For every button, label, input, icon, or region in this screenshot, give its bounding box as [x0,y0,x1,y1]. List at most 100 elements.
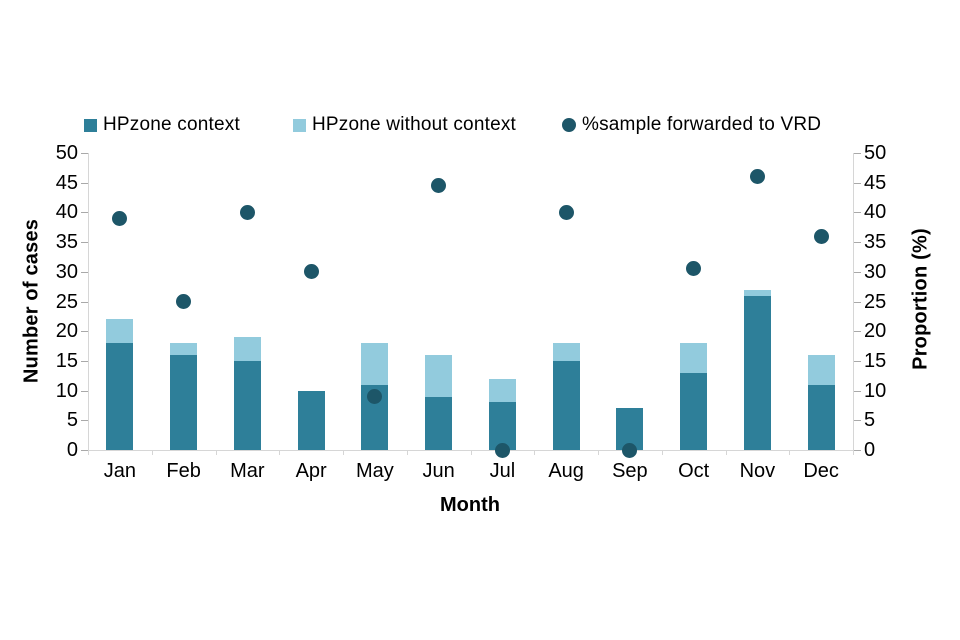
y-tick-mark-right [854,360,861,362]
legend-item: %sample forwarded to VRD [562,112,821,138]
y-tick-mark-left [81,420,88,422]
x-tick-mark [661,451,663,455]
x-axis-title: Month [440,494,500,516]
x-tick-label: Oct [678,460,710,482]
bar-segment-hpzone-without-context [743,289,771,296]
legend-label: %sample forwarded to VRD [582,114,822,135]
plot-area [88,153,853,458]
x-tick-label: May [355,460,394,482]
y-tick-mark-right [854,153,861,154]
right-axis-line [853,153,854,453]
legend-marker-circle [562,118,576,132]
bar-segment-hpzone-without-context [170,343,198,355]
scatter-dot-sample-forwarded [303,264,319,280]
x-tick-label: Feb [166,460,201,482]
bar-segment-hpzone-without-context [488,378,516,403]
bar-segment-hpzone-context [743,295,771,450]
y-tick-mark-right [854,450,861,451]
x-tick-label: Jan [103,460,136,482]
legend-item: HPzone without context [293,112,516,138]
bar-segment-hpzone-without-context [361,343,389,385]
y-tick-mark-left [81,182,88,184]
y-tick-label-left: 25 [55,290,78,313]
y-tick-mark-left [81,450,88,451]
y-tick-label-left: 15 [55,349,78,372]
bar-segment-hpzone-context [106,343,134,450]
x-tick-mark [789,451,791,455]
x-tick-label: Apr [295,460,327,482]
y-tick-mark-left [81,242,88,244]
x-tick-label: Dec [803,460,839,482]
bar-segment-hpzone-context [807,384,835,450]
x-axis-line [88,450,854,451]
y-tick-label-left: 50 [55,142,78,164]
scatter-dot-sample-forwarded [749,169,765,185]
x-tick-mark [470,451,472,455]
y-tick-label-left: 5 [66,409,78,432]
legend-item: HPzone context [84,112,240,138]
scatter-dot-sample-forwarded [176,294,192,309]
y-tick-label-left: 20 [55,320,78,343]
y-tick-mark-right [854,301,861,303]
scatter-dot-sample-forwarded [367,389,383,405]
legend-label: HPzone without context [312,114,517,135]
bar-segment-hpzone-context [425,396,453,450]
x-tick-label: Nov [739,460,776,482]
bar-segment-hpzone-without-context [807,354,835,385]
bar-segment-hpzone-context [170,354,198,450]
y-tick-mark-right [854,331,861,333]
y-tick-mark-right [854,212,861,214]
y-tick-mark-left [81,301,88,303]
bar-segment-hpzone-without-context [552,343,580,361]
y-tick-mark-right [854,242,861,244]
y-tick-label-right: 50 [864,142,887,164]
scatter-dot-sample-forwarded [494,442,510,458]
x-tick-label: Jun [422,460,455,482]
bar-segment-hpzone-without-context [106,319,134,344]
scatter-dot-sample-forwarded [686,261,702,277]
y-tick-label-right: 40 [864,201,887,224]
scatter-dot-sample-forwarded [813,228,829,244]
y-tick-label-left: 10 [55,379,78,402]
x-tick-label: Jul [489,460,516,482]
y-tick-mark-right [854,420,861,422]
x-tick-mark [151,451,153,455]
y-tick-label-right: 35 [864,231,887,254]
legend-marker-square [84,118,97,132]
y-tick-label-left: 40 [55,201,78,224]
y-tick-label-right: 15 [864,349,887,372]
scatter-dot-sample-forwarded [622,442,638,458]
y-tick-mark-left [81,360,88,362]
scatter-dot-sample-forwarded [112,210,128,226]
bar-segment-hpzone-context [297,390,325,450]
y-tick-label-right: 5 [864,409,876,432]
x-tick-mark [215,451,217,455]
x-tick-mark [534,451,536,455]
y-tick-label-right: 45 [864,171,887,194]
legend-marker-square [293,118,306,132]
y-tick-label-left: 0 [66,439,78,461]
x-tick-mark [598,451,599,455]
scatter-dot-sample-forwarded [558,204,574,220]
y-tick-label-right: 20 [864,320,887,343]
scatter-dot-sample-forwarded [239,204,255,220]
y-tick-label-right: 25 [864,290,887,313]
y-tick-label-left: 30 [55,260,78,283]
x-tick-mark [343,451,344,455]
x-tick-mark [406,451,408,455]
x-tick-mark [853,451,854,455]
y-tick-mark-right [854,182,861,184]
y-tick-mark-left [81,212,88,214]
x-tick-mark [88,451,89,455]
bar-segment-hpzone-without-context [680,343,708,373]
x-tick-label: Aug [548,460,584,482]
y-tick-label-left: 45 [55,171,78,194]
x-tick-label: Sep [612,460,648,482]
y-tick-label-right: 10 [864,379,887,402]
y-tick-label-right: 0 [864,439,876,461]
y-tick-mark-left [81,331,88,333]
x-tick-label: Mar [230,460,265,482]
y-tick-label-left: 35 [55,231,78,254]
y-tick-mark-right [854,390,861,392]
